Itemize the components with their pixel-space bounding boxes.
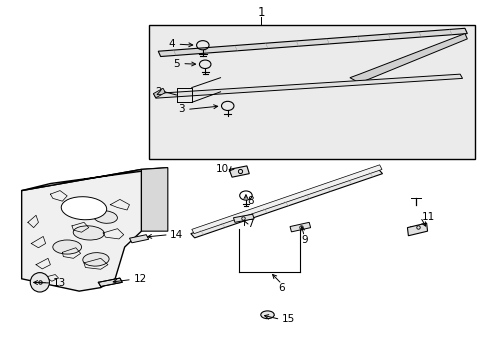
- Ellipse shape: [53, 240, 81, 254]
- Polygon shape: [349, 33, 467, 83]
- Ellipse shape: [73, 226, 104, 240]
- Polygon shape: [129, 235, 148, 243]
- Ellipse shape: [65, 198, 93, 212]
- Text: 5: 5: [173, 59, 180, 68]
- Text: 9: 9: [301, 235, 307, 245]
- Text: 2: 2: [155, 87, 162, 97]
- Text: 8: 8: [246, 196, 253, 206]
- Polygon shape: [98, 278, 122, 287]
- Text: 13: 13: [53, 278, 66, 288]
- Text: 15: 15: [281, 314, 295, 324]
- Text: 14: 14: [170, 230, 183, 240]
- Polygon shape: [158, 28, 467, 57]
- Ellipse shape: [260, 311, 274, 319]
- Polygon shape: [191, 165, 381, 234]
- Text: 11: 11: [421, 212, 434, 222]
- Polygon shape: [153, 88, 165, 98]
- Polygon shape: [289, 222, 310, 232]
- Text: 3: 3: [178, 104, 184, 114]
- Polygon shape: [229, 166, 249, 177]
- Ellipse shape: [93, 211, 117, 223]
- Polygon shape: [407, 223, 427, 236]
- Bar: [148, 25, 473, 159]
- Polygon shape: [233, 214, 254, 222]
- Polygon shape: [153, 74, 462, 98]
- Text: 1: 1: [257, 6, 264, 19]
- Ellipse shape: [82, 253, 109, 266]
- Text: 4: 4: [168, 39, 175, 49]
- Text: 12: 12: [133, 274, 146, 284]
- Ellipse shape: [61, 197, 106, 220]
- Polygon shape: [21, 168, 167, 190]
- Text: 7: 7: [246, 219, 253, 229]
- Polygon shape: [141, 168, 167, 231]
- Polygon shape: [21, 170, 141, 291]
- Text: 6: 6: [278, 283, 285, 293]
- Polygon shape: [190, 170, 382, 238]
- Text: 10: 10: [215, 165, 228, 174]
- Ellipse shape: [30, 273, 49, 292]
